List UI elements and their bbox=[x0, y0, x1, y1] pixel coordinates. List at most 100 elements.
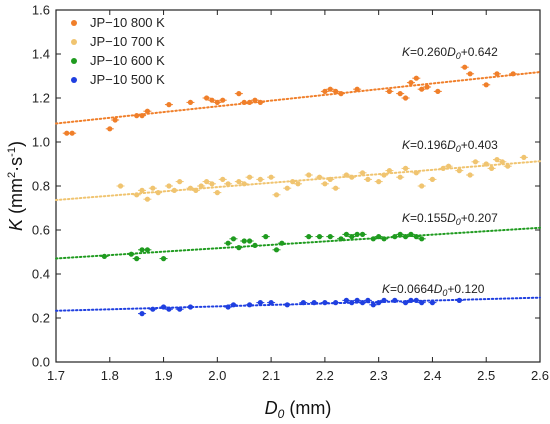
data-point bbox=[402, 300, 409, 306]
fit-equation: K=0.260D0+0.642 bbox=[402, 45, 498, 61]
data-point bbox=[290, 179, 296, 185]
data-point bbox=[456, 297, 462, 303]
data-point bbox=[284, 302, 290, 308]
y-tick-label: 0.4 bbox=[32, 267, 50, 282]
data-point bbox=[69, 130, 75, 136]
data-point bbox=[150, 306, 156, 312]
data-point bbox=[333, 300, 339, 306]
data-point bbox=[160, 304, 167, 310]
data-point bbox=[187, 99, 194, 105]
data-point bbox=[230, 302, 237, 308]
data-point bbox=[311, 300, 317, 306]
fit-line bbox=[55, 296, 541, 312]
fit-line bbox=[55, 226, 541, 260]
fit-equation-part: 0 bbox=[456, 217, 461, 227]
legend-label: JP−10 700 K bbox=[90, 34, 165, 49]
data-point bbox=[193, 187, 199, 193]
data-point bbox=[349, 234, 355, 240]
data-point bbox=[327, 176, 333, 182]
x-axis-title: D0 (mm) bbox=[265, 398, 332, 421]
fit-equations: K=0.260D0+0.642K=0.196D0+0.403K=0.155D0+… bbox=[382, 45, 498, 298]
fit-lines bbox=[55, 71, 541, 312]
data-point bbox=[381, 297, 387, 303]
data-point bbox=[139, 187, 145, 193]
data-point bbox=[397, 231, 403, 237]
data-point bbox=[306, 172, 312, 178]
data-point bbox=[456, 168, 462, 174]
fit-equation-part: D bbox=[447, 138, 456, 152]
fit-equation-part: 0 bbox=[456, 144, 461, 154]
data-point bbox=[247, 99, 253, 105]
data-point bbox=[322, 88, 328, 94]
data-point bbox=[445, 163, 452, 169]
x-tick-label: 2.4 bbox=[423, 368, 441, 383]
data-point bbox=[429, 176, 436, 182]
data-point bbox=[150, 185, 156, 191]
x-tick-label: 2.5 bbox=[477, 368, 495, 383]
fit-equation-part: +0.207 bbox=[461, 211, 498, 225]
data-point bbox=[155, 190, 161, 196]
data-point bbox=[166, 183, 172, 189]
data-point bbox=[273, 247, 280, 253]
legend-marker bbox=[71, 39, 77, 45]
data-point bbox=[268, 174, 274, 180]
data-point bbox=[177, 306, 183, 312]
data-point bbox=[107, 126, 113, 132]
data-point bbox=[177, 179, 183, 185]
fit-equation-part: K bbox=[402, 138, 411, 152]
fit-equation: K=0.196D0+0.403 bbox=[402, 138, 498, 154]
axis-ticks: 1.7 1.8 1.9 2.0 2.1 2.2 2.3 2.4 2.5 2.6 0.0 0.2 0.4 0… bbox=[32, 3, 549, 384]
data-point bbox=[413, 234, 419, 240]
y-tick-label: 0.8 bbox=[32, 179, 50, 194]
data-point bbox=[365, 297, 371, 303]
fit-equation-part: K bbox=[382, 282, 391, 296]
fit-equation-part: =0.155 bbox=[410, 211, 447, 225]
data-point bbox=[160, 256, 167, 262]
fit-equation-part: =0.196 bbox=[410, 138, 447, 152]
data-point bbox=[333, 185, 339, 191]
data-point bbox=[316, 234, 323, 240]
x-tick-label: 2.0 bbox=[208, 368, 226, 383]
fit-equation-part: 0 bbox=[442, 288, 447, 298]
x-tick-label: 2.2 bbox=[316, 368, 334, 383]
data-point bbox=[397, 91, 403, 97]
data-point bbox=[134, 192, 140, 198]
data-point bbox=[489, 165, 495, 171]
data-point bbox=[144, 108, 151, 114]
x-tick-label: 2.6 bbox=[531, 368, 549, 383]
data-point bbox=[134, 113, 140, 119]
data-point bbox=[413, 75, 419, 81]
fit-equation-part: D bbox=[434, 282, 443, 296]
data-point bbox=[510, 71, 516, 77]
data-point bbox=[354, 86, 360, 92]
data-point bbox=[419, 236, 425, 242]
data-point bbox=[247, 302, 253, 308]
data-point bbox=[257, 99, 263, 105]
data-point bbox=[252, 242, 258, 248]
data-point bbox=[225, 240, 231, 246]
data-point bbox=[343, 297, 349, 303]
data-point bbox=[257, 300, 263, 306]
data-point bbox=[241, 238, 247, 244]
data-point bbox=[343, 172, 349, 178]
data-point bbox=[359, 170, 366, 176]
y-tick-label: 0.2 bbox=[32, 311, 50, 326]
data-point bbox=[252, 97, 258, 103]
data-point bbox=[419, 86, 425, 92]
data-point bbox=[139, 247, 145, 253]
data-point bbox=[333, 88, 339, 94]
fit-equation-part: 0 bbox=[456, 51, 461, 61]
x-tick-label: 2.3 bbox=[370, 368, 388, 383]
fit-equation-part: +0.120 bbox=[447, 282, 484, 296]
data-point bbox=[214, 190, 220, 196]
data-point bbox=[338, 236, 344, 242]
data-point bbox=[300, 300, 306, 306]
data-point bbox=[284, 185, 290, 191]
data-point bbox=[505, 163, 511, 169]
data-point bbox=[322, 300, 328, 306]
data-point bbox=[467, 172, 473, 178]
data-point bbox=[220, 176, 226, 182]
data-point bbox=[462, 64, 468, 70]
data-point bbox=[429, 300, 436, 306]
data-point bbox=[295, 181, 301, 187]
